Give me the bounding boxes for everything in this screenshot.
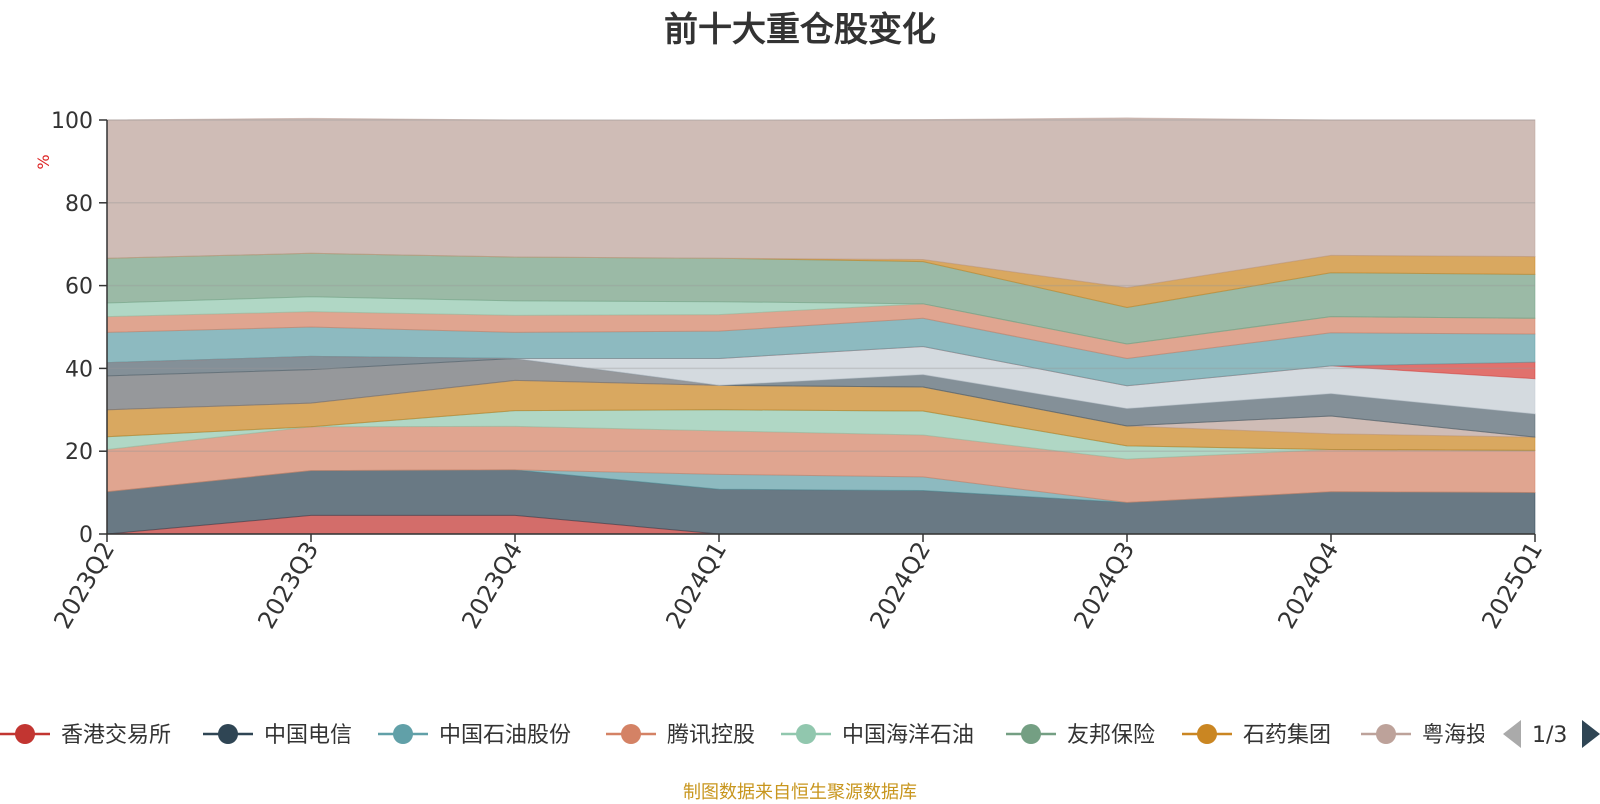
y-tick-label: 20 [65,440,93,465]
legend-label: 友邦保险 [1067,723,1155,748]
legend-label: 中国海洋石油 [842,723,974,748]
legend-marker [796,724,816,744]
legend-item[interactable]: 石药集团 [1182,723,1331,748]
area-layer [106,117,1536,535]
x-tick-label: 2025Q1 [1476,537,1548,633]
y-tick-label: 40 [65,357,93,382]
x-tick-label: 2024Q1 [660,537,732,633]
legend-label: 中国电信 [264,723,352,748]
chart-title: 前十大重仓股变化 [664,10,936,50]
legend-item[interactable]: 腾讯控股 [606,723,755,748]
legend-page-indicator: 1/3 [1532,723,1567,748]
legend-label: 腾讯控股 [667,723,755,748]
legend-item[interactable]: 中国电信 [203,723,352,748]
y-tick-label: 0 [79,523,93,548]
x-tick-label: 2023Q3 [252,537,324,633]
legend-marker [218,724,238,744]
y-tick-label: 100 [51,109,93,134]
legend: 香港交易所 中国电信 中国石油股份 腾讯控股 中国海洋石油 友邦保险 石药集团 粤海投资 [0,723,1510,748]
legend-next-arrow-icon[interactable] [1582,720,1600,748]
legend-item[interactable]: 香港交易所 [0,723,171,748]
legend-item[interactable]: 友邦保险 [1006,723,1155,748]
legend-marker [1197,724,1217,744]
legend-prev-arrow-icon[interactable] [1503,720,1521,748]
x-tick-label: 2023Q2 [48,537,120,633]
x-tick-label: 2024Q3 [1068,537,1140,633]
legend-marker [621,724,641,744]
legend-marker [1021,724,1041,744]
y-axis-unit: % [34,154,53,169]
legend-label: 中国石油股份 [439,723,571,748]
legend-label: 粤海投资 [1422,723,1510,748]
legend-label: 石药集团 [1243,723,1331,748]
legend-item[interactable]: 中国石油股份 [378,723,571,748]
area-series-17 [106,117,1536,289]
y-tick-label: 80 [65,192,93,217]
legend-marker [15,724,35,744]
legend-marker [1376,724,1396,744]
legend-label: 香港交易所 [61,723,171,748]
x-tick-label: 2023Q4 [456,537,528,633]
x-tick-label: 2024Q2 [864,537,936,633]
x-tick-label: 2024Q4 [1272,537,1344,633]
legend-item[interactable]: 中国海洋石油 [781,723,974,748]
legend-item[interactable]: 粤海投资 [1361,723,1510,748]
legend-layer: 香港交易所 中国电信 中国石油股份 腾讯控股 中国海洋石油 友邦保险 石药集团 粤海投资 1/3 [0,720,1600,748]
y-tick-label: 60 [65,275,93,300]
source-note: 制图数据来自恒生聚源数据库 [683,782,917,803]
legend-marker [393,724,413,744]
